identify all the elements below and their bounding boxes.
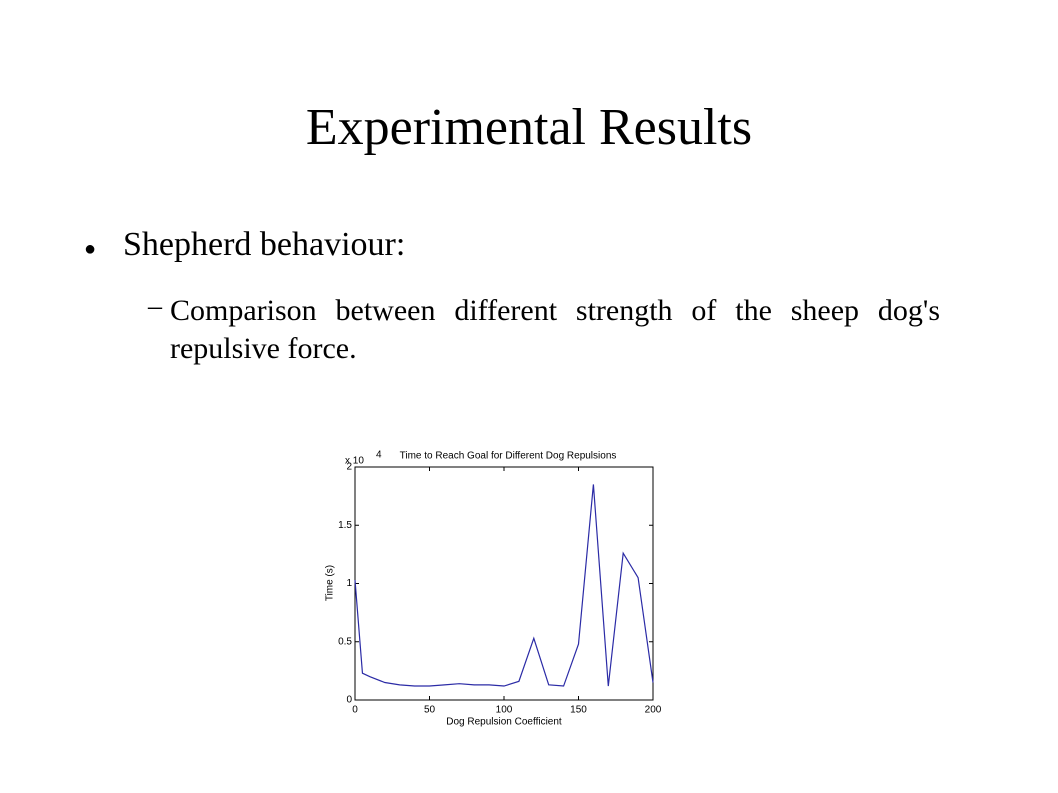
- chart-title: Time to Reach Goal for Different Dog Rep…: [400, 451, 617, 462]
- data-line: [354, 484, 654, 687]
- y-tick-label: 0.5: [338, 636, 352, 647]
- y-axis-label: Time (s): [325, 565, 336, 601]
- plot-frame: [354, 466, 654, 701]
- y-multiplier: x 10: [345, 456, 364, 467]
- x-tick-label: 100: [496, 705, 513, 716]
- x-tick-label: 200: [645, 705, 662, 716]
- y-multiplier-exponent: 4: [376, 450, 382, 461]
- bullet-icon: ●: [84, 238, 97, 260]
- subbullet-icon: –: [148, 291, 162, 322]
- subbullet: Comparison between different strength of…: [170, 294, 940, 365]
- slide-title: Experimental Results: [305, 99, 753, 156]
- x-tick-label: 0: [352, 705, 358, 716]
- y-tick-label: 0: [346, 695, 352, 706]
- x-tick-label: 150: [570, 705, 587, 716]
- x-tick-label: 50: [424, 705, 436, 716]
- y-tick-label: 2: [346, 462, 352, 473]
- x-axis-label: Dog Repulsion Coefficient: [446, 717, 562, 728]
- bullet: Shepherd behaviour:: [123, 226, 406, 263]
- y-tick-label: 1.5: [338, 520, 352, 531]
- y-tick-label: 1: [346, 578, 352, 589]
